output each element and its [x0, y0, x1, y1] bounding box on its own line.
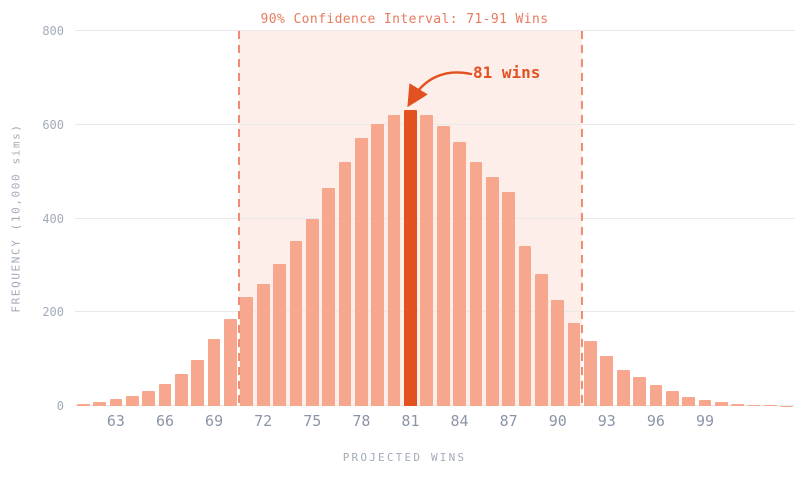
x-tick-label: 66	[155, 412, 175, 430]
gridline	[75, 217, 795, 219]
histogram-bar	[256, 283, 270, 406]
ci-lower-bound-line	[237, 31, 240, 406]
x-tick-label: 93	[597, 412, 616, 430]
histogram-bar	[502, 191, 515, 406]
histogram-bar	[485, 176, 499, 406]
highlighted-bar	[404, 110, 417, 406]
histogram-bar	[584, 340, 597, 406]
x-tick-label: 63	[106, 412, 125, 430]
histogram-bar	[665, 391, 679, 406]
histogram-bar	[76, 404, 90, 406]
x-tick-label: 96	[646, 412, 665, 430]
gridline	[75, 30, 795, 31]
gridline	[75, 311, 795, 313]
y-axis-ticks: 0 200 400 600 800	[0, 24, 64, 413]
histogram-bar	[731, 403, 745, 406]
x-tick-label: 78	[352, 412, 371, 430]
y-tick-label: 0	[56, 399, 64, 413]
histogram-bar	[273, 263, 286, 406]
y-tick-label: 400	[42, 211, 64, 226]
histogram-bar	[698, 400, 712, 406]
ci-upper-bound-line	[581, 31, 584, 406]
histogram-bar	[207, 339, 221, 406]
histogram-bar	[125, 395, 139, 406]
histogram-bar	[567, 323, 581, 406]
histogram-bar	[109, 399, 123, 406]
histogram-bar	[469, 161, 483, 406]
gridline	[75, 405, 795, 406]
y-tick-label: 200	[42, 305, 64, 320]
histogram-bar	[600, 355, 614, 406]
histogram-bar	[158, 384, 172, 406]
histogram-bar	[551, 299, 565, 406]
histogram-bar	[616, 369, 630, 406]
histogram-bar	[682, 396, 695, 406]
histogram-bar	[420, 115, 434, 406]
histogram-bar	[633, 377, 646, 406]
x-tick-label: 90	[548, 412, 567, 430]
histogram-bar	[338, 161, 352, 406]
histogram-bar	[93, 402, 106, 406]
x-axis-ticks: 63 66 69 72 75 78 81 84 87 90 93 96 99	[75, 412, 795, 434]
histogram-bar	[191, 359, 205, 406]
y-tick-label: 800	[42, 24, 64, 38]
histogram-bar	[142, 390, 155, 406]
x-tick-label: 72	[254, 412, 273, 430]
histogram-bar	[240, 297, 254, 406]
histogram-bar	[534, 274, 548, 406]
x-axis-label: PROJECTED WINS	[342, 451, 467, 464]
x-tick-label: 81	[401, 412, 420, 430]
x-tick-label: 99	[695, 412, 715, 430]
histogram-bar	[518, 245, 532, 406]
gridline	[75, 123, 795, 125]
histogram-bar	[649, 385, 663, 406]
histogram-bar	[714, 402, 728, 406]
plot-area: 81 wins	[75, 30, 795, 406]
histogram-bar	[354, 138, 368, 406]
histogram-bar	[174, 374, 188, 406]
x-tick-label: 84	[450, 412, 469, 430]
histogram-bar	[387, 114, 401, 406]
x-tick-label: 69	[205, 412, 224, 430]
histogram-bar	[764, 405, 777, 406]
annotation-label: 81 wins	[473, 63, 541, 82]
x-tick-label: 75	[303, 412, 322, 430]
y-tick-label: 600	[42, 117, 64, 132]
x-tick-label: 87	[499, 412, 518, 430]
histogram-bar	[289, 241, 303, 406]
histogram-bar	[747, 404, 761, 406]
histogram-bar	[224, 318, 237, 406]
chart-title: 90% Confidence Interval: 71-91 Wins	[260, 12, 549, 27]
histogram-bar	[371, 124, 385, 406]
histogram-bar	[305, 218, 319, 406]
histogram-bar	[322, 187, 335, 406]
histogram-bar	[436, 125, 450, 406]
histogram-bar	[453, 141, 466, 406]
